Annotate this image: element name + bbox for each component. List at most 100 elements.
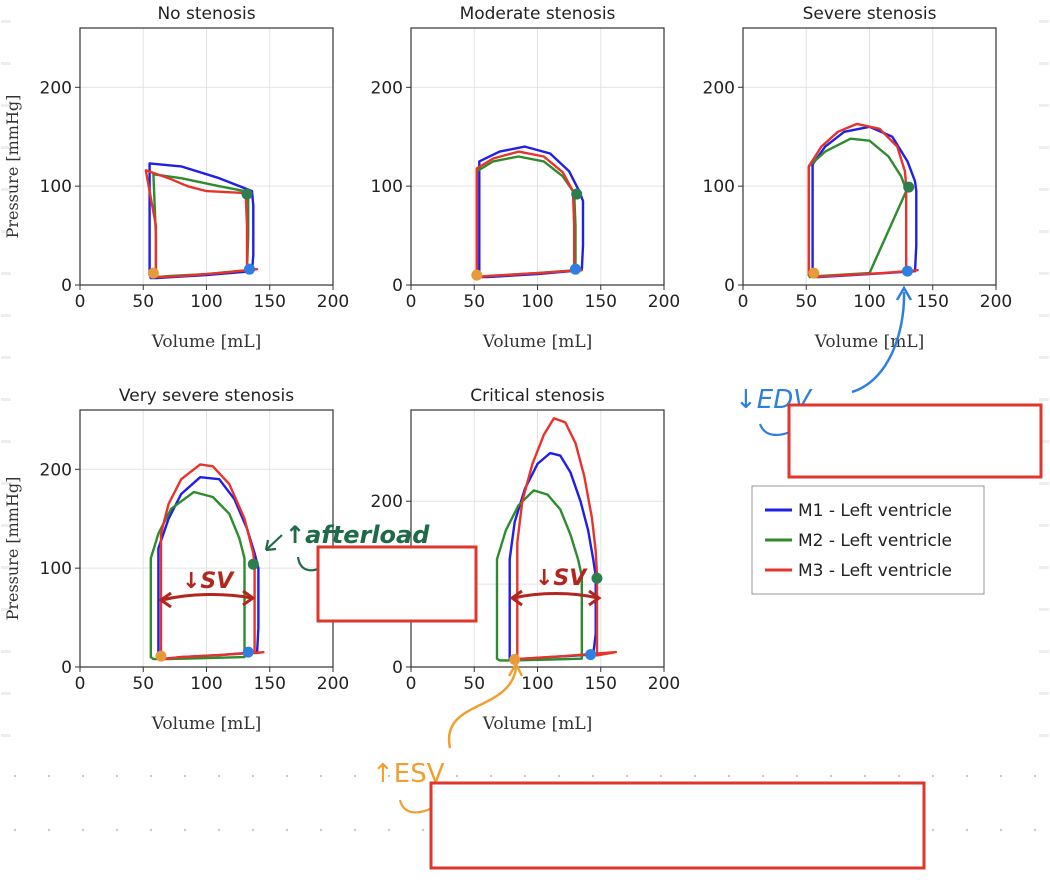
x-tick-label: 150 [254, 292, 286, 312]
background-dot [1039, 440, 1049, 443]
chart-panel-1: 0 50 100 150 200 0 100 200 No stenosis Volume [mL… [3, 4, 349, 352]
marker-esv_marker [509, 654, 521, 666]
series-line-m1 [478, 145, 585, 279]
annotation-sv: ↓SV [182, 569, 235, 594]
y-tick-label: 0 [61, 276, 72, 296]
series-line-m1 [148, 162, 255, 280]
background-dot [285, 774, 289, 778]
y-tick-label: 0 [392, 276, 403, 296]
y-tick-label: 0 [392, 658, 403, 678]
background-dot [1039, 524, 1049, 527]
background-dot [1, 62, 11, 65]
marker-afterload_marker [247, 558, 259, 570]
x-tick-label: 100 [853, 292, 885, 312]
background-dot [557, 774, 561, 778]
background-dot [1039, 146, 1049, 149]
x-tick-label: 50 [132, 292, 154, 312]
x-axis-label: Volume [mL] [151, 332, 262, 352]
background-dot [1039, 356, 1049, 359]
background-dot [1039, 734, 1049, 737]
background-dot [251, 774, 255, 778]
background-dot [1039, 272, 1049, 275]
series-line-m2 [807, 137, 908, 279]
background-dot [1, 692, 11, 695]
background-dot [931, 774, 935, 778]
x-tick-label: 100 [521, 292, 553, 312]
background-dot [1, 272, 11, 275]
y-tick-label: 200 [703, 78, 735, 98]
background-dot [965, 774, 969, 778]
background-dot [1039, 482, 1049, 485]
marker-esv_marker [808, 267, 820, 279]
esv-hook [398, 799, 433, 814]
background-dot [1039, 104, 1049, 107]
background-dot [1039, 566, 1049, 569]
background-dot [863, 774, 867, 778]
marker-afterload_marker [903, 181, 915, 193]
panel-title: Severe stenosis [803, 4, 937, 24]
background-dot [761, 774, 765, 778]
panel-title: Moderate stenosis [460, 4, 616, 24]
y-tick-label: 200 [40, 460, 72, 480]
series-line-m3 [159, 463, 265, 661]
marker-afterload_marker [241, 188, 253, 200]
background-dot [421, 774, 425, 778]
marker-esv_marker [155, 650, 167, 662]
y-tick-label: 100 [371, 177, 403, 197]
x-axis-label: Volume [mL] [482, 714, 593, 734]
annotations: ↓EDV↑afterload↓SV ↓SV↑ESV [158, 285, 913, 814]
legend-label: M1 - Left ventricle [798, 501, 952, 521]
background-dot [999, 774, 1003, 778]
background-dot [591, 774, 595, 778]
sv-arrow-right [512, 592, 599, 600]
background-dot [1039, 692, 1049, 695]
y-axis-label: Pressure [mmHg] [3, 477, 22, 621]
background-dot [523, 774, 527, 778]
background-dot [387, 828, 391, 832]
background-dot [115, 774, 119, 778]
series-line-m2 [495, 489, 583, 662]
x-axis-label: Volume [mL] [151, 714, 262, 734]
background-dot [1, 650, 11, 653]
background-dot [1039, 314, 1049, 317]
legend-label: M2 - Left ventricle [798, 531, 952, 551]
redaction-boxes [316, 403, 1043, 870]
background-dot [353, 828, 357, 832]
background-dot [217, 774, 221, 778]
x-tick-label: 200 [317, 674, 349, 694]
esv-arrowhead [507, 661, 524, 677]
panel-title: Critical stenosis [470, 386, 605, 406]
background-dot [1033, 774, 1037, 778]
background-dot [1039, 398, 1049, 401]
x-tick-label: 50 [463, 674, 485, 694]
background-dot [251, 828, 255, 832]
x-tick-label: 200 [980, 292, 1012, 312]
marker-edv_marker [901, 265, 913, 277]
marker-edv_marker [244, 263, 256, 275]
background-dot [353, 774, 357, 778]
marker-afterload_marker [591, 572, 603, 584]
esv-arrow [447, 667, 518, 749]
background-dot [217, 828, 221, 832]
background-dot [319, 828, 323, 832]
x-tick-label: 50 [132, 674, 154, 694]
background-dot [1, 440, 11, 443]
y-tick-label: 200 [371, 492, 403, 512]
edv-arrowhead [895, 285, 913, 301]
legend: M1 - Left ventricle M2 - Left ventricle M3… [751, 485, 985, 595]
background-dot [149, 828, 153, 832]
sv-arrowheads-left [158, 589, 256, 609]
x-tick-label: 150 [585, 292, 617, 312]
background-dot [1, 482, 11, 485]
chart-panel-2: 0 50 100 150 200 0 100 200 Moderate stenosis Volu… [371, 4, 681, 352]
chart-panel-4: 0 50 100 150 200 0 100 200 Very severe stenosis V… [3, 386, 349, 734]
series-line-m3 [516, 417, 618, 660]
x-tick-label: 0 [406, 292, 417, 312]
x-tick-label: 100 [190, 674, 222, 694]
background-dot [81, 774, 85, 778]
marker-esv_marker [471, 269, 483, 281]
edv-arrow [851, 291, 906, 394]
background-dot [115, 828, 119, 832]
background-dot [47, 774, 51, 778]
background-dot [1039, 62, 1049, 65]
